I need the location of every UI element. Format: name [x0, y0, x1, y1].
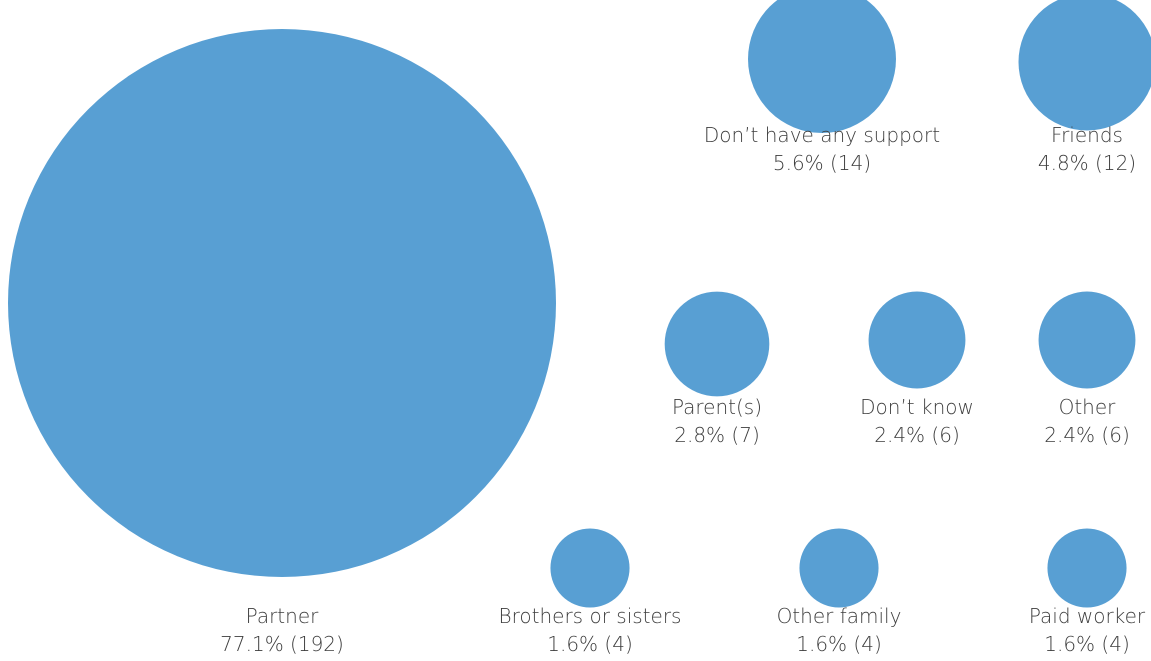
bubble-category-label: Paid worker [1029, 604, 1146, 628]
bubble-value-label: 2.4% (6) [874, 423, 960, 447]
bubble-category-label: Brothers or sisters [499, 604, 682, 628]
bubble-category-label: Parent(s) [672, 395, 762, 419]
bubble-group: Partner 77.1% (192) [8, 29, 556, 656]
bubble-category-label: Other family [777, 604, 902, 628]
bubble-category-label: Don’t know [860, 395, 974, 419]
bubble [1038, 291, 1136, 389]
bubble-value-label: 1.6% (4) [547, 632, 633, 656]
bubble [799, 528, 879, 608]
bubble-group: Brothers or sisters 1.6% (4) [499, 528, 682, 656]
bubble-group: Other family 1.6% (4) [777, 528, 902, 656]
bubble-value-label: 5.6% (14) [773, 151, 871, 175]
bubble-group: Paid worker 1.6% (4) [1029, 528, 1146, 656]
bubble-group: Don’t have any support 5.6% (14) [704, 0, 940, 175]
bubble-group: Other 2.4% (6) [1038, 291, 1136, 447]
bubble-category-label: Other [1059, 395, 1117, 419]
bubble [868, 291, 966, 389]
bubble-value-label: 77.1% (192) [220, 632, 344, 656]
bubble-value-label: 1.6% (4) [1044, 632, 1130, 656]
bubble [1047, 528, 1127, 608]
bubble-category-label: Friends [1051, 123, 1123, 147]
bubble-group: Friends 4.8% (12) [1018, 0, 1151, 175]
bubble-value-label: 2.8% (7) [674, 423, 760, 447]
bubble [8, 29, 556, 577]
bubble [664, 291, 770, 397]
bubble-value-label: 2.4% (6) [1044, 423, 1130, 447]
bubble-value-label: 1.6% (4) [796, 632, 882, 656]
bubble-group: Don’t know 2.4% (6) [860, 291, 974, 447]
bubble-category-label: Partner [246, 604, 319, 628]
bubble [748, 0, 896, 133]
bubble [550, 528, 630, 608]
bubble-value-label: 4.8% (12) [1038, 151, 1136, 175]
bubble-group: Parent(s) 2.8% (7) [664, 291, 770, 447]
bubble [1018, 0, 1151, 131]
bubble-category-label: Don’t have any support [704, 123, 940, 147]
